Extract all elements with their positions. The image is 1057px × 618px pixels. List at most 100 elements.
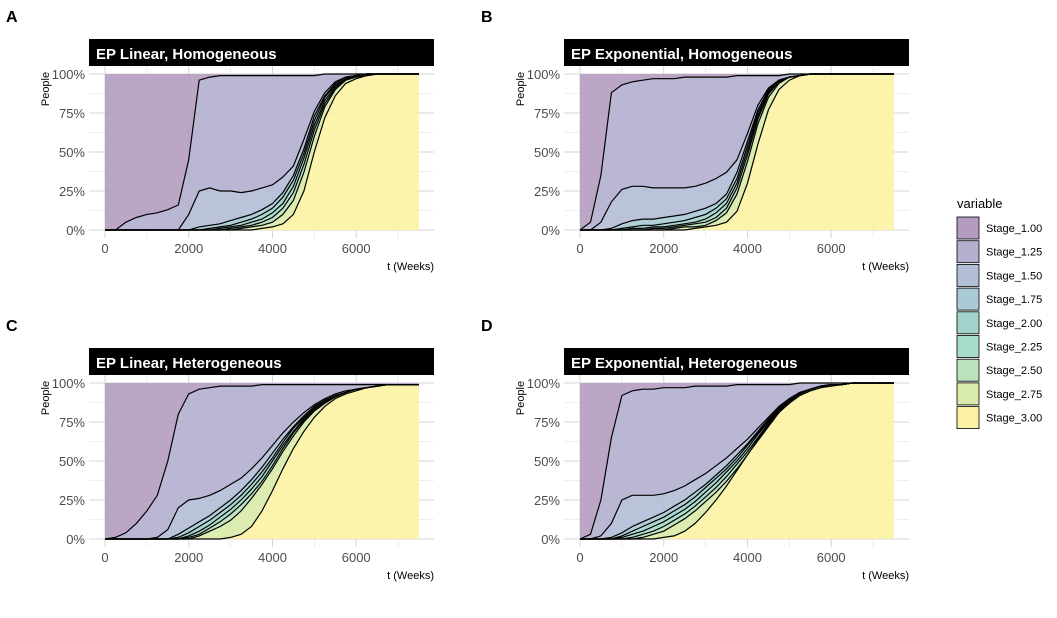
legend-key	[956, 216, 980, 240]
y-tick-label: 100%	[52, 67, 86, 82]
legend-label: Stage_3.00	[986, 413, 1042, 425]
legend-item: Stage_2.50	[956, 358, 1042, 382]
legend-label: Stage_1.75	[986, 294, 1042, 306]
legend-key	[956, 406, 980, 430]
x-tick-label: 4000	[258, 550, 287, 565]
legend-item: Stage_2.00	[956, 311, 1042, 335]
x-axis-title: t (Weeks)	[862, 570, 909, 582]
area-stage-1-25	[580, 74, 894, 230]
y-tick-label: 50%	[59, 145, 85, 160]
x-axis-title: t (Weeks)	[387, 261, 434, 273]
legend-item: Stage_3.00	[956, 406, 1042, 430]
area-stage-3-00	[580, 383, 894, 539]
legend: variable Stage_1.00Stage_1.25Stage_1.50S…	[956, 196, 1042, 430]
panel-b: B 0% 25% 50% 75% 100% 0 2000 4000 6000 t (Weeks) Pe…	[481, 9, 909, 273]
series-line-stage-2-75	[105, 384, 419, 540]
legend-item: Stage_1.50	[956, 263, 1042, 287]
y-tick-label: 50%	[534, 145, 560, 160]
facet-strip	[564, 348, 909, 375]
panel-a: A 0% 25% 50% 75% 100% 0 2000 4000 6000 t (Weeks) Pe…	[6, 9, 434, 273]
legend-title: variable	[957, 196, 1003, 211]
boundary-lines	[105, 73, 419, 231]
x-tick-label: 6000	[342, 241, 371, 256]
y-axis-title: People	[515, 72, 527, 106]
y-tick-label: 50%	[534, 454, 560, 469]
panel-d: D 0% 25% 50% 75% 100% 0 2000 4000 6000 t (Weeks) Pe…	[481, 318, 909, 582]
facet-strip	[564, 39, 909, 66]
y-tick-label: 75%	[534, 415, 560, 430]
x-tick-label: 0	[576, 550, 583, 565]
panel-letter: C	[6, 318, 18, 335]
y-tick-label: 25%	[534, 493, 560, 508]
y-tick-label: 100%	[52, 376, 86, 391]
legend-item: Stage_1.00	[956, 216, 1042, 240]
y-tick-label: 75%	[534, 106, 560, 121]
facet-title: EP Linear, Homogeneous	[96, 46, 277, 63]
y-tick-label: 0%	[541, 532, 560, 547]
panel-c: C 0% 25% 50% 75% 100% 0 2000 4000 6000 t (Weeks) Pe…	[6, 318, 434, 582]
series-line-stage-1-00	[104, 384, 419, 540]
series-line-stage-2-75	[580, 382, 894, 540]
x-axis-title: t (Weeks)	[387, 570, 434, 582]
facet-strip	[89, 348, 434, 375]
x-tick-label: 0	[101, 550, 108, 565]
legend-key	[956, 382, 980, 406]
area-stage-1-25	[580, 383, 894, 539]
y-tick-label: 100%	[527, 376, 561, 391]
facet-strip	[89, 39, 434, 66]
legend-label: Stage_1.25	[986, 247, 1042, 259]
x-tick-label: 2000	[649, 241, 678, 256]
x-tick-label: 6000	[817, 550, 846, 565]
legend-key	[956, 240, 980, 264]
y-tick-label: 25%	[59, 184, 85, 199]
y-tick-label: 0%	[541, 223, 560, 238]
x-axis-title: t (Weeks)	[862, 261, 909, 273]
y-tick-label: 0%	[66, 532, 85, 547]
legend-items: Stage_1.00 Stage_1.25 Stage_1.50 Stage_1.75…	[956, 216, 1042, 430]
legend-label: Stage_2.75	[986, 389, 1042, 401]
y-axis-title: People	[40, 381, 52, 415]
legend-key	[956, 263, 980, 287]
legend-label: Stage_2.00	[986, 318, 1042, 330]
y-tick-label: 75%	[59, 415, 85, 430]
area-stage-3-00	[580, 74, 894, 230]
y-tick-label: 0%	[66, 223, 85, 238]
facet-title: EP Exponential, Homogeneous	[571, 46, 792, 63]
x-tick-label: 2000	[649, 550, 678, 565]
area-stage-2-75	[105, 384, 419, 539]
legend-item: Stage_2.75	[956, 382, 1042, 406]
legend-key	[956, 311, 980, 335]
legend-item: Stage_1.75	[956, 287, 1042, 311]
x-tick-label: 2000	[174, 550, 203, 565]
y-axis-title: People	[40, 72, 52, 106]
legend-label: Stage_1.00	[986, 223, 1042, 235]
stacked-areas	[105, 74, 419, 230]
stacked-areas	[105, 383, 419, 539]
stacked-areas	[580, 74, 894, 230]
facet-title: EP Linear, Heterogeneous	[96, 355, 282, 372]
legend-key	[956, 335, 980, 358]
area-stage-3-00	[105, 384, 419, 539]
series-line-stage-1-00	[579, 382, 894, 540]
y-tick-label: 50%	[59, 454, 85, 469]
area-stage-2-75	[580, 74, 894, 230]
y-tick-label: 25%	[59, 493, 85, 508]
area-stage-3-00	[105, 74, 419, 230]
facet-title: EP Exponential, Heterogeneous	[571, 355, 797, 372]
y-tick-label: 25%	[534, 184, 560, 199]
x-tick-label: 6000	[817, 241, 846, 256]
area-stage-1-00	[105, 74, 419, 230]
legend-key	[956, 287, 980, 311]
boundary-lines	[104, 384, 419, 540]
x-tick-label: 4000	[258, 241, 287, 256]
area-stage-1-25	[105, 384, 419, 539]
x-tick-label: 0	[101, 241, 108, 256]
legend-item: Stage_1.25	[956, 240, 1042, 264]
x-tick-label: 4000	[733, 550, 762, 565]
area-stage-1-50	[580, 383, 894, 539]
legend-label: Stage_2.50	[986, 365, 1042, 377]
legend-item: Stage_2.25	[956, 335, 1042, 358]
series-line-stage-2-75	[580, 73, 894, 231]
area-stage-1-50	[105, 74, 419, 230]
